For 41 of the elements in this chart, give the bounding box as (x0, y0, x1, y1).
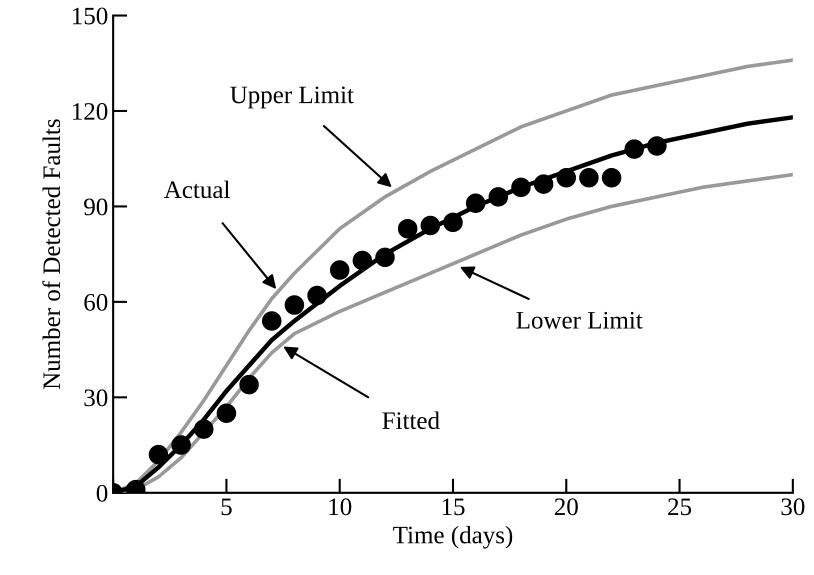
point (148, 444, 168, 464)
annotation: Fitted (382, 411, 440, 430)
point (194, 419, 214, 439)
point (602, 168, 622, 188)
x-tick-label: 15 (442, 498, 465, 516)
y-tick-label: 150 (72, 8, 108, 24)
point (647, 136, 667, 156)
x-tick-label: 10 (329, 498, 352, 516)
point (466, 193, 486, 213)
point (330, 260, 350, 280)
annotation: Upper Limit (230, 86, 354, 108)
point (262, 311, 282, 331)
point (284, 295, 304, 315)
point (488, 187, 508, 207)
point (307, 286, 327, 306)
y-tick-label: 0 (96, 484, 108, 502)
y-tick-label: 30 (84, 389, 108, 406)
y-tick-label: 120 (72, 103, 108, 120)
point (534, 174, 554, 194)
point (443, 212, 463, 232)
annotation: Lower Limit (516, 312, 643, 329)
y-tick-label: 90 (84, 198, 108, 216)
point (216, 403, 236, 423)
point (511, 178, 531, 198)
x-tick-label: 25 (668, 498, 692, 516)
annotation: Actual (164, 180, 230, 198)
y-axis-title: Number of Detected Faults (42, 119, 60, 390)
point (375, 248, 395, 268)
x-tick-label: 5 (222, 498, 232, 516)
point (579, 168, 599, 188)
point (624, 139, 644, 159)
point (556, 168, 576, 188)
point (398, 218, 418, 238)
point (171, 435, 191, 455)
x-axis-title: Time (days) (393, 526, 512, 549)
x-tick-label: 20 (554, 498, 578, 516)
x-tick-label: 30 (782, 498, 804, 516)
y-tick-label: 60 (84, 294, 108, 311)
point (420, 216, 440, 236)
point (352, 250, 372, 270)
point (239, 374, 259, 394)
